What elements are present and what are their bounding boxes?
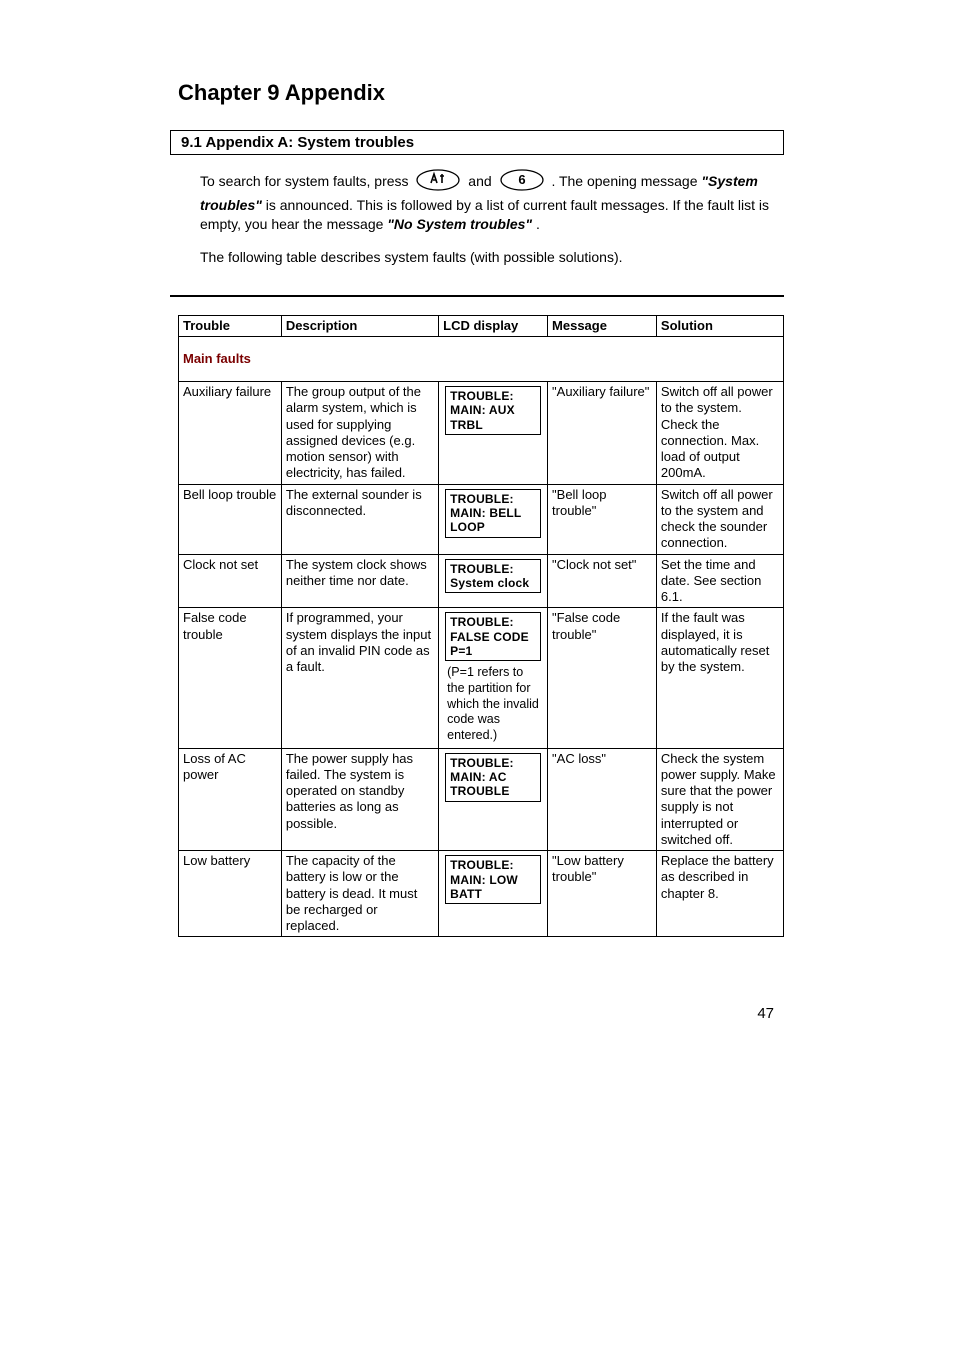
intro-emphasis: "No System troubles" [387,216,532,232]
horizontal-separator [170,295,784,297]
cell-lcd: TROUBLE:System clock [439,554,548,608]
table-row: False code troubleIf programmed, your sy… [179,608,784,748]
lcd-line-1: TROUBLE: [450,756,536,770]
cell-solution: Set the time and date. See section 6.1. [656,554,783,608]
intro-text: To search for system faults, press [200,173,412,189]
cell-trouble: False code trouble [179,608,282,748]
lcd-display-box: TROUBLE:MAIN: LOW BATT [445,855,541,904]
cell-lcd: TROUBLE:FALSE CODE P=1(P=1 refers to the… [439,608,548,748]
cell-description: The group output of the alarm system, wh… [281,382,438,485]
col-solution: Solution [656,315,783,336]
cell-solution: Replace the battery as described in chap… [656,851,783,937]
six-key-icon: 6 [500,169,544,196]
intro-block: To search for system faults, press and 6… [200,169,784,267]
cell-trouble: Auxiliary failure [179,382,282,485]
lcd-line-2: MAIN: BELL LOOP [450,506,536,535]
lcd-line-1: TROUBLE: [450,562,536,576]
cell-message: "AC loss" [548,748,657,851]
lcd-note: (P=1 refers to the partition for which t… [443,663,543,745]
lcd-display-box: TROUBLE:MAIN: AC TROUBLE [445,753,541,802]
cell-message: "Clock not set" [548,554,657,608]
table-row: Auxiliary failureThe group output of the… [179,382,784,485]
lcd-line-1: TROUBLE: [450,615,536,629]
lcd-line-2: FALSE CODE P=1 [450,630,536,659]
intro-text: . [536,216,540,232]
cell-trouble: Clock not set [179,554,282,608]
lcd-line-1: TROUBLE: [450,492,536,506]
svg-text:6: 6 [518,172,525,187]
cell-trouble: Loss of AC power [179,748,282,851]
col-trouble: Trouble [179,315,282,336]
star-key-icon [416,169,460,196]
table-row: Loss of AC powerThe power supply has fai… [179,748,784,851]
col-lcd: LCD display [439,315,548,336]
lcd-line-2: MAIN: LOW BATT [450,873,536,902]
cell-description: The system clock shows neither time nor … [281,554,438,608]
col-description: Description [281,315,438,336]
cell-trouble: Bell loop trouble [179,484,282,554]
cell-message: "Auxiliary failure" [548,382,657,485]
page: Chapter 9 Appendix 9.1 Appendix A: Syste… [0,0,954,1082]
troubles-table: Trouble Description LCD display Message … [178,315,784,938]
troubles-table-wrap: Trouble Description LCD display Message … [178,315,784,938]
cell-lcd: TROUBLE:MAIN: BELL LOOP [439,484,548,554]
lcd-line-1: TROUBLE: [450,858,536,872]
cell-trouble: Low battery [179,851,282,937]
lcd-line-2: MAIN: AUX TRBL [450,403,536,432]
table-row: Clock not setThe system clock shows neit… [179,554,784,608]
col-message: Message [548,315,657,336]
table-section-label: Main faults [179,336,784,381]
cell-description: If programmed, your system displays the … [281,608,438,748]
lcd-display-box: TROUBLE:MAIN: AUX TRBL [445,386,541,435]
table-header-row: Trouble Description LCD display Message … [179,315,784,336]
cell-lcd: TROUBLE:MAIN: LOW BATT [439,851,548,937]
lcd-display-box: TROUBLE:FALSE CODE P=1 [445,612,541,661]
intro-text: . The opening message [551,173,701,189]
table-row: Bell loop troubleThe external sounder is… [179,484,784,554]
page-number: 47 [0,1005,774,1022]
lcd-display-box: TROUBLE:System clock [445,559,541,594]
lcd-display-box: TROUBLE:MAIN: BELL LOOP [445,489,541,538]
cell-message: "Bell loop trouble" [548,484,657,554]
lcd-line-1: TROUBLE: [450,389,536,403]
intro-paragraph-2: The following table describes system fau… [200,248,784,267]
table-section-row: Main faults [179,336,784,381]
cell-lcd: TROUBLE:MAIN: AC TROUBLE [439,748,548,851]
lcd-line-2: MAIN: AC TROUBLE [450,770,536,799]
lcd-line-2: System clock [450,576,536,590]
cell-message: "False code trouble" [548,608,657,748]
section-heading: 9.1 Appendix A: System troubles [170,130,784,155]
intro-paragraph-1: To search for system faults, press and 6… [200,169,784,234]
cell-description: The external sounder is disconnected. [281,484,438,554]
table-row: Low batteryThe capacity of the battery i… [179,851,784,937]
cell-description: The power supply has failed. The system … [281,748,438,851]
cell-lcd: TROUBLE:MAIN: AUX TRBL [439,382,548,485]
cell-description: The capacity of the battery is low or th… [281,851,438,937]
intro-text: and [468,173,495,189]
chapter-title: Chapter 9 Appendix [178,80,954,106]
cell-solution: Switch off all power to the system. Chec… [656,382,783,485]
cell-solution: Check the system power supply. Make sure… [656,748,783,851]
cell-solution: If the fault was displayed, it is automa… [656,608,783,748]
cell-solution: Switch off all power to the system and c… [656,484,783,554]
cell-message: "Low battery trouble" [548,851,657,937]
